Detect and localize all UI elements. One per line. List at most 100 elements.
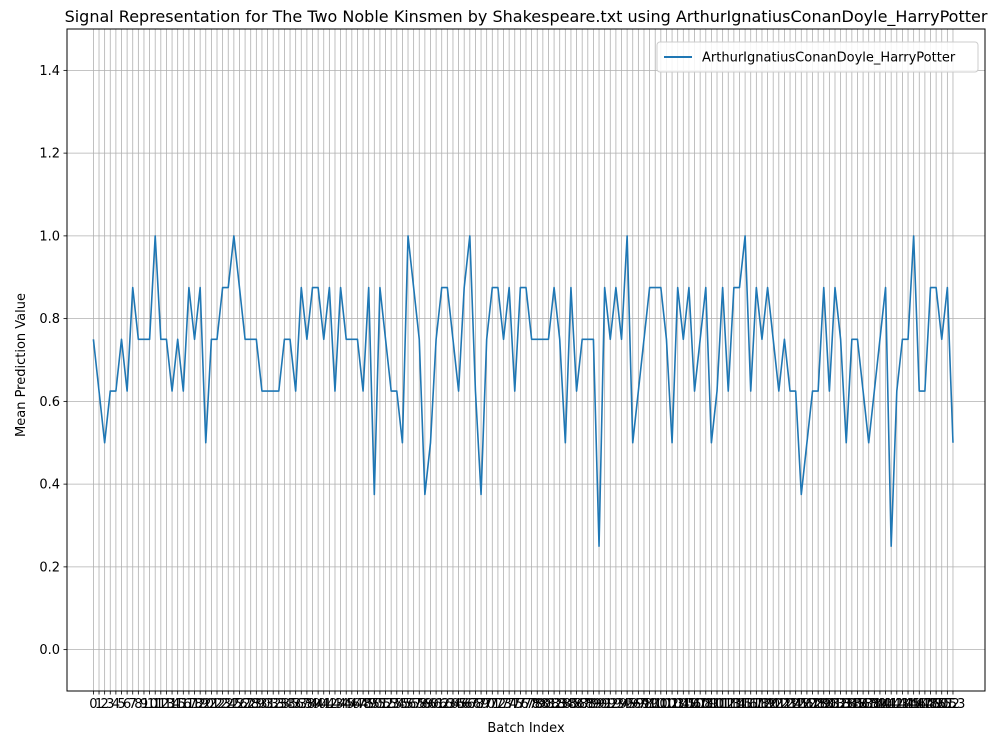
x-tick-label: 30 bbox=[254, 697, 271, 712]
x-tick-label: 136 bbox=[845, 697, 870, 712]
x-tick-label: 51 bbox=[372, 697, 389, 712]
x-tick-label: 5 bbox=[117, 697, 125, 712]
x-tick-label: 17 bbox=[181, 697, 198, 712]
x-tick-label: 9 bbox=[140, 697, 148, 712]
x-tick-label: 150 bbox=[924, 697, 949, 712]
x-tick-label: 149 bbox=[918, 697, 943, 712]
x-tick-label: 148 bbox=[912, 697, 937, 712]
x-tick-label: 108 bbox=[688, 697, 713, 712]
x-tick-label: 59 bbox=[417, 697, 434, 712]
x-axis-label: Batch Index bbox=[487, 721, 565, 736]
x-tick-label: 120 bbox=[755, 697, 780, 712]
x-tick-label: 61 bbox=[428, 697, 445, 712]
x-tick-label: 124 bbox=[778, 697, 803, 712]
x-tick-label: 126 bbox=[789, 697, 814, 712]
x-tick-label: 135 bbox=[839, 697, 864, 712]
x-tick-label: 131 bbox=[817, 697, 842, 712]
x-tick-label: 70 bbox=[478, 697, 495, 712]
y-tick-label: 1.0 bbox=[39, 229, 60, 244]
x-tick-label: 151 bbox=[929, 697, 954, 712]
y-tick-label: 0.4 bbox=[39, 478, 60, 493]
x-tick-label: 41 bbox=[315, 697, 332, 712]
x-tick-label: 63 bbox=[439, 697, 456, 712]
x-tick-label: 137 bbox=[851, 697, 876, 712]
x-tick-label: 147 bbox=[907, 697, 932, 712]
x-tick-label: 23 bbox=[214, 697, 231, 712]
x-tick-label: 2 bbox=[101, 697, 109, 712]
x-tick-label: 109 bbox=[693, 697, 718, 712]
x-tick-label: 112 bbox=[710, 697, 735, 712]
x-tick-label: 28 bbox=[242, 697, 259, 712]
legend-label: ArthurIgnatiusConanDoyle_HarryPotter bbox=[702, 51, 956, 66]
x-tick-label: 90 bbox=[591, 697, 608, 712]
x-tick-label: 72 bbox=[490, 697, 507, 712]
x-tick-label: 134 bbox=[834, 697, 859, 712]
x-tick-label: 52 bbox=[377, 697, 394, 712]
y-tick-label: 1.2 bbox=[39, 147, 60, 162]
x-tick-label: 74 bbox=[501, 697, 518, 712]
x-tick-label: 3 bbox=[106, 697, 114, 712]
x-tick-label: 117 bbox=[738, 697, 763, 712]
x-tick-label: 46 bbox=[344, 697, 361, 712]
x-tick-label: 4 bbox=[112, 697, 120, 712]
x-tick-label: 47 bbox=[349, 697, 366, 712]
x-tick-label: 68 bbox=[467, 697, 484, 712]
x-tick-label: 132 bbox=[823, 697, 848, 712]
x-tick-label: 94 bbox=[613, 697, 630, 712]
x-tick-label: 133 bbox=[828, 697, 853, 712]
x-tick-label: 81 bbox=[540, 697, 557, 712]
x-tick-label: 91 bbox=[596, 697, 613, 712]
x-tick-label: 92 bbox=[602, 697, 619, 712]
x-tick-label: 31 bbox=[259, 697, 276, 712]
series-lines bbox=[92, 235, 954, 547]
x-tick-label: 43 bbox=[327, 697, 344, 712]
x-tick-label: 142 bbox=[879, 697, 904, 712]
y-tick-label: 1.4 bbox=[39, 64, 60, 79]
x-tick-label: 7 bbox=[129, 697, 137, 712]
grid-lines bbox=[67, 29, 985, 691]
x-tick-label: 42 bbox=[321, 697, 338, 712]
x-tick-label: 50 bbox=[366, 697, 383, 712]
x-tick-label: 12 bbox=[153, 697, 170, 712]
y-tick-label: 0.2 bbox=[39, 560, 60, 575]
x-tick-label: 107 bbox=[682, 697, 707, 712]
x-tick-label: 8 bbox=[134, 697, 142, 712]
axis-ticks: 0123456789101112131415161718192021222324… bbox=[39, 64, 965, 712]
x-tick-label: 93 bbox=[608, 697, 625, 712]
x-tick-label: 106 bbox=[677, 697, 702, 712]
x-tick-label: 38 bbox=[299, 697, 316, 712]
x-tick-label: 26 bbox=[231, 697, 248, 712]
x-tick-label: 39 bbox=[304, 697, 321, 712]
x-tick-label: 11 bbox=[147, 697, 164, 712]
x-tick-label: 24 bbox=[220, 697, 237, 712]
x-tick-label: 32 bbox=[265, 697, 282, 712]
x-tick-label: 144 bbox=[890, 697, 915, 712]
x-tick-label: 122 bbox=[766, 697, 791, 712]
x-tick-label: 78 bbox=[523, 697, 540, 712]
x-tick-label: 76 bbox=[512, 697, 529, 712]
x-tick-label: 87 bbox=[574, 697, 591, 712]
x-tick-label: 60 bbox=[422, 697, 439, 712]
x-tick-label: 139 bbox=[862, 697, 887, 712]
x-tick-label: 88 bbox=[580, 697, 597, 712]
x-tick-label: 85 bbox=[563, 697, 580, 712]
y-tick-label: 0.0 bbox=[39, 643, 60, 658]
x-tick-label: 65 bbox=[450, 697, 467, 712]
x-tick-label: 146 bbox=[901, 697, 926, 712]
x-tick-label: 138 bbox=[856, 697, 881, 712]
x-tick-label: 6 bbox=[123, 697, 131, 712]
x-tick-label: 121 bbox=[761, 697, 786, 712]
chart-title: Signal Representation for The Two Noble … bbox=[65, 7, 988, 27]
x-tick-label: 16 bbox=[175, 697, 192, 712]
x-tick-label: 34 bbox=[276, 697, 293, 712]
y-axis-label: Mean Prediction Value bbox=[14, 293, 29, 437]
x-tick-label: 95 bbox=[619, 697, 636, 712]
x-tick-label: 101 bbox=[648, 697, 673, 712]
x-tick-label: 55 bbox=[394, 697, 411, 712]
x-tick-label: 25 bbox=[226, 697, 243, 712]
y-tick-label: 0.6 bbox=[39, 395, 60, 410]
x-tick-label: 44 bbox=[332, 697, 349, 712]
x-tick-label: 77 bbox=[518, 697, 535, 712]
